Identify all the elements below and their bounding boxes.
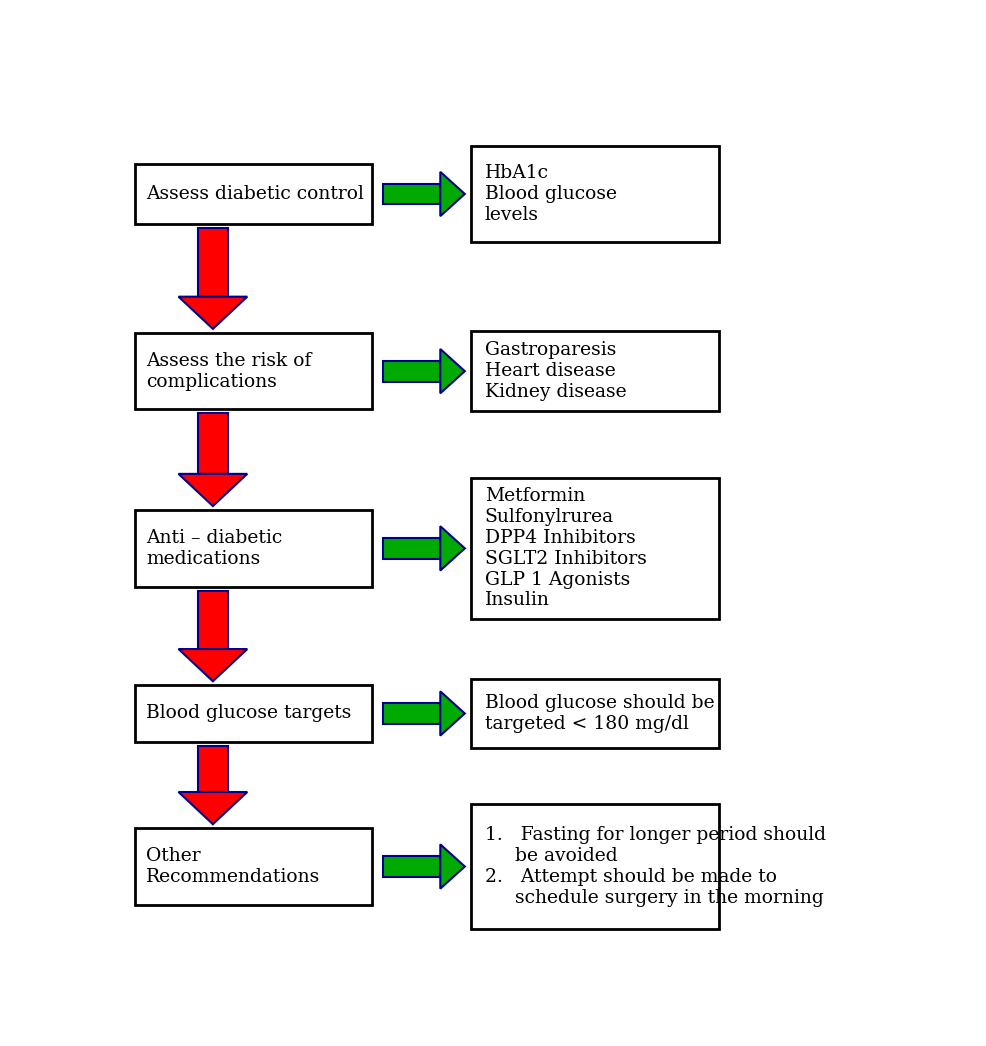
Polygon shape bbox=[383, 703, 441, 724]
Polygon shape bbox=[441, 526, 464, 570]
Text: Anti – diabetic
medications: Anti – diabetic medications bbox=[146, 529, 282, 568]
Text: Assess the risk of
complications: Assess the risk of complications bbox=[146, 351, 312, 390]
Polygon shape bbox=[178, 792, 247, 824]
Polygon shape bbox=[197, 746, 228, 792]
Text: 1.   Fasting for longer period should
     be avoided
2.   Attempt should be mad: 1. Fasting for longer period should be a… bbox=[485, 826, 825, 907]
Text: Blood glucose targets: Blood glucose targets bbox=[146, 704, 352, 723]
Polygon shape bbox=[441, 691, 464, 735]
Polygon shape bbox=[441, 349, 464, 393]
FancyBboxPatch shape bbox=[471, 331, 720, 411]
Polygon shape bbox=[178, 649, 247, 681]
Text: Metformin
Sulfonylrurea
DPP4 Inhibitors
SGLT2 Inhibitors
GLP 1 Agonists
Insulin: Metformin Sulfonylrurea DPP4 Inhibitors … bbox=[485, 487, 647, 610]
FancyBboxPatch shape bbox=[135, 333, 372, 409]
Polygon shape bbox=[197, 413, 228, 474]
FancyBboxPatch shape bbox=[135, 685, 372, 742]
FancyBboxPatch shape bbox=[471, 679, 720, 748]
Polygon shape bbox=[178, 297, 247, 328]
Polygon shape bbox=[441, 172, 464, 217]
Text: Other
Recommendations: Other Recommendations bbox=[146, 847, 320, 886]
Polygon shape bbox=[441, 844, 464, 889]
Polygon shape bbox=[383, 183, 441, 204]
FancyBboxPatch shape bbox=[471, 145, 720, 243]
Polygon shape bbox=[383, 856, 441, 877]
Polygon shape bbox=[178, 474, 247, 506]
Polygon shape bbox=[197, 591, 228, 649]
FancyBboxPatch shape bbox=[135, 828, 372, 905]
Text: HbA1c
Blood glucose
levels: HbA1c Blood glucose levels bbox=[485, 164, 616, 224]
Text: Assess diabetic control: Assess diabetic control bbox=[146, 185, 364, 203]
FancyBboxPatch shape bbox=[471, 804, 720, 929]
FancyBboxPatch shape bbox=[135, 164, 372, 224]
FancyBboxPatch shape bbox=[135, 510, 372, 587]
Polygon shape bbox=[383, 538, 441, 559]
Text: Blood glucose should be
targeted < 180 mg/dl: Blood glucose should be targeted < 180 m… bbox=[485, 695, 714, 733]
Text: Gastroparesis
Heart disease
Kidney disease: Gastroparesis Heart disease Kidney disea… bbox=[485, 341, 626, 401]
FancyBboxPatch shape bbox=[471, 478, 720, 619]
Polygon shape bbox=[197, 228, 228, 297]
Polygon shape bbox=[383, 361, 441, 382]
